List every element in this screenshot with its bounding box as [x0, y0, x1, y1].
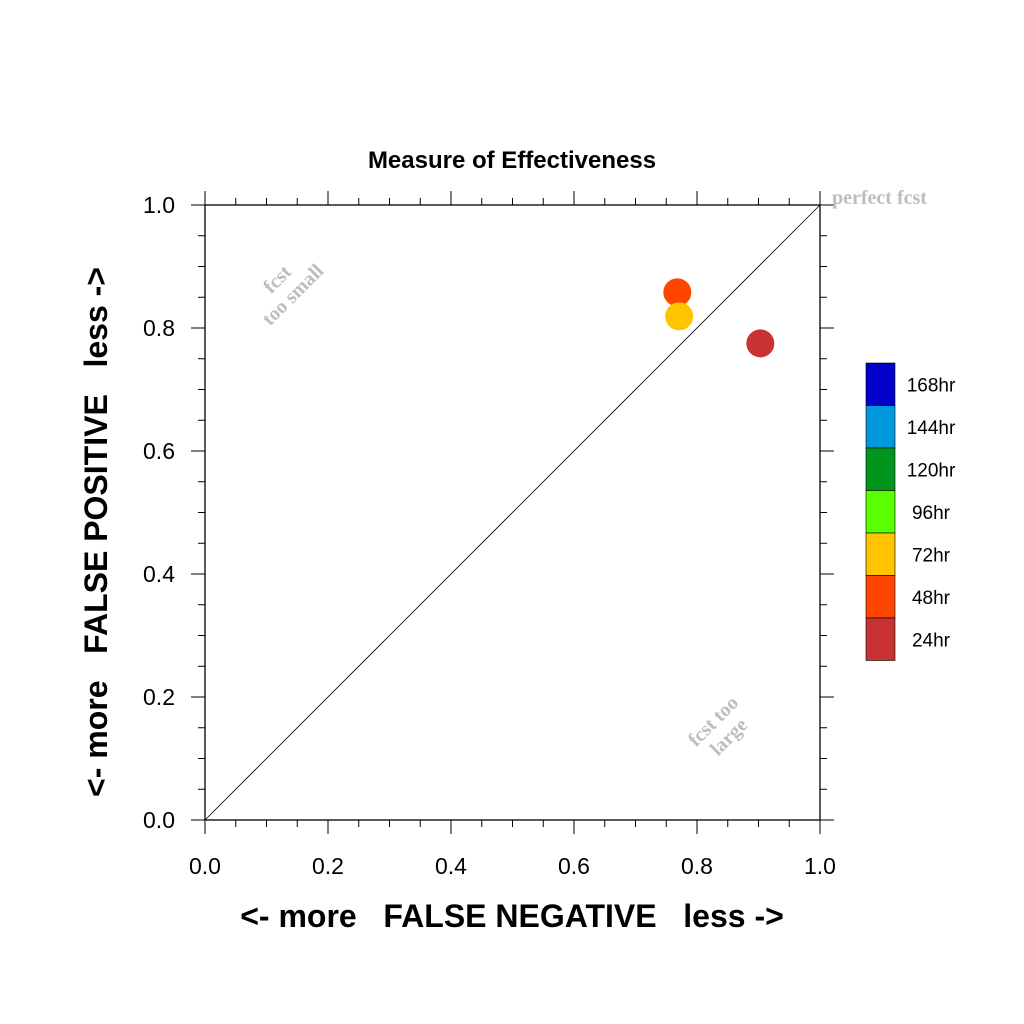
x-tick-label: 1.0 — [804, 853, 836, 879]
point-72hr — [665, 302, 694, 331]
y-tick-label: 0.2 — [143, 684, 175, 710]
fcst-too-small-line2: too small — [258, 260, 328, 330]
y-tick-label: 0.4 — [143, 561, 175, 587]
legend-swatch-168hr — [865, 362, 896, 406]
legend-swatch-144hr — [865, 405, 896, 449]
y-tick-label: 1.0 — [143, 192, 175, 218]
perfect-forecast-diagonal — [204, 204, 821, 821]
legend-swatch-24hr — [865, 617, 896, 661]
y-tick-label: 0.6 — [143, 438, 175, 464]
x-tick-labels: 0.0 0.2 0.4 0.6 0.8 1.0 — [189, 853, 836, 879]
x-tick-label: 0.6 — [558, 853, 590, 879]
x-tick-label: 0.4 — [435, 853, 467, 879]
x-tick-label: 0.8 — [681, 853, 713, 879]
perfect-fcst-note: perfect fcst — [832, 187, 927, 209]
y-tick-labels: 0.0 0.2 0.4 0.6 0.8 1.0 — [143, 192, 175, 833]
fcst-too-small-note: fcst too small — [258, 260, 328, 330]
legend-label-168hr: 168hr — [907, 375, 956, 396]
legend-swatch-120hr — [865, 447, 896, 491]
data-points — [663, 278, 775, 358]
x-tick-label: 0.0 — [189, 853, 221, 879]
y-tick-label: 0.8 — [143, 315, 175, 341]
y-tick-label: 0.0 — [143, 807, 175, 833]
chart-title: Measure of Effectiveness — [368, 147, 656, 174]
fcst-too-large-note: fcst too large — [684, 692, 752, 760]
legend-swatch-96hr — [865, 490, 896, 534]
axis-ticks — [191, 191, 834, 834]
legend-label-48hr: 48hr — [912, 588, 951, 609]
legend-label-144hr: 144hr — [907, 418, 956, 439]
legend-label-72hr: 72hr — [912, 545, 951, 566]
point-24hr — [746, 329, 775, 358]
legend-label-120hr: 120hr — [907, 460, 956, 481]
legend-label-24hr: 24hr — [912, 630, 951, 651]
legend: 168hr 144hr 120hr 96hr 72hr 48hr 24hr — [865, 362, 956, 661]
legend-swatch-48hr — [865, 575, 896, 619]
x-axis-label: <- more FALSE NEGATIVE less -> — [240, 898, 784, 934]
x-tick-label: 0.2 — [312, 853, 344, 879]
y-axis-label: <- more FALSE POSITIVE less -> — [78, 267, 114, 797]
legend-swatch-72hr — [865, 532, 896, 576]
legend-label-96hr: 96hr — [912, 503, 951, 524]
point-48hr — [663, 278, 692, 307]
